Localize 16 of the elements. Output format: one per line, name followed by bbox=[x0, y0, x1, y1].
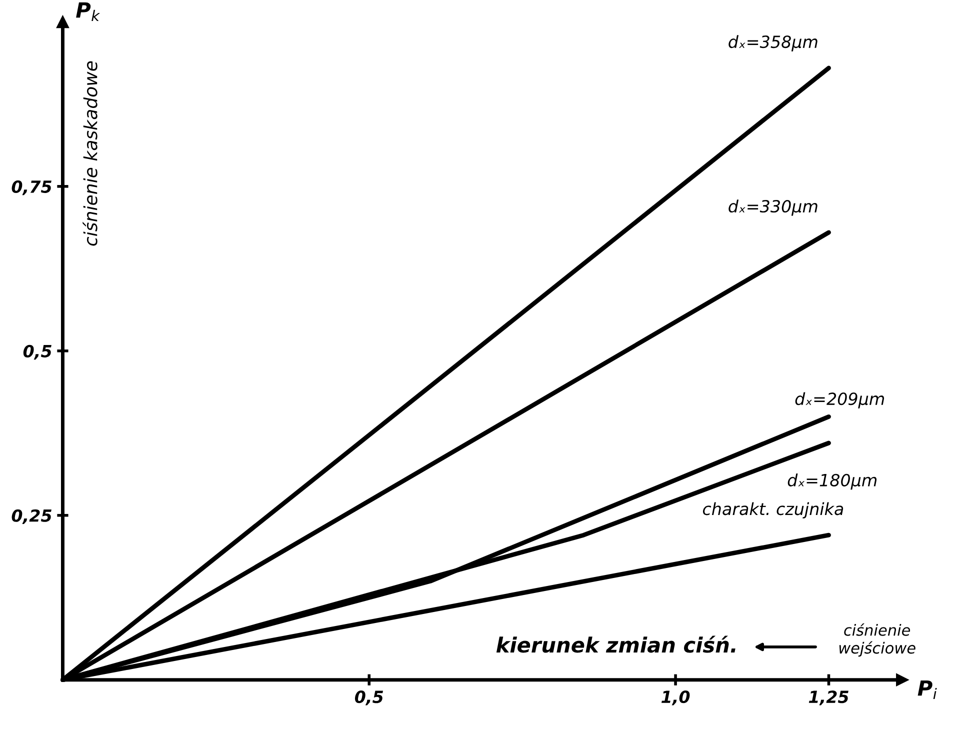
series-label: dₓ=180μm bbox=[788, 474, 877, 490]
y-tick-label: 0,5 bbox=[23, 344, 52, 360]
x-tick-label: 1,25 bbox=[808, 690, 848, 706]
annotation: kierunek zmian ciśń. bbox=[496, 636, 736, 653]
y-tick-label: 0,25 bbox=[12, 509, 52, 524]
series-label: charakt. czujnika bbox=[702, 502, 844, 518]
series-label: dₓ=358μm bbox=[728, 35, 818, 52]
series-label: dₓ=330μm bbox=[728, 200, 818, 216]
x-axis-title: P$_{i}$ bbox=[918, 680, 937, 700]
y-axis-title: P$_{k}$ bbox=[76, 2, 100, 21]
annotation: ciśnienie wejściowe bbox=[839, 623, 916, 657]
series-label: dₓ=209μm bbox=[795, 392, 884, 408]
y-tick-label: 0,75 bbox=[12, 180, 52, 196]
x-tick-label: 1,0 bbox=[661, 690, 690, 706]
annotation: ciśnienie kaskadowe bbox=[82, 61, 98, 246]
x-tick-label: 0,5 bbox=[354, 690, 384, 706]
